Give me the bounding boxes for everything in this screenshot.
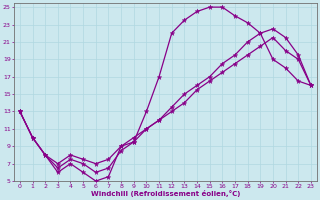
X-axis label: Windchill (Refroidissement éolien,°C): Windchill (Refroidissement éolien,°C) [91, 190, 240, 197]
